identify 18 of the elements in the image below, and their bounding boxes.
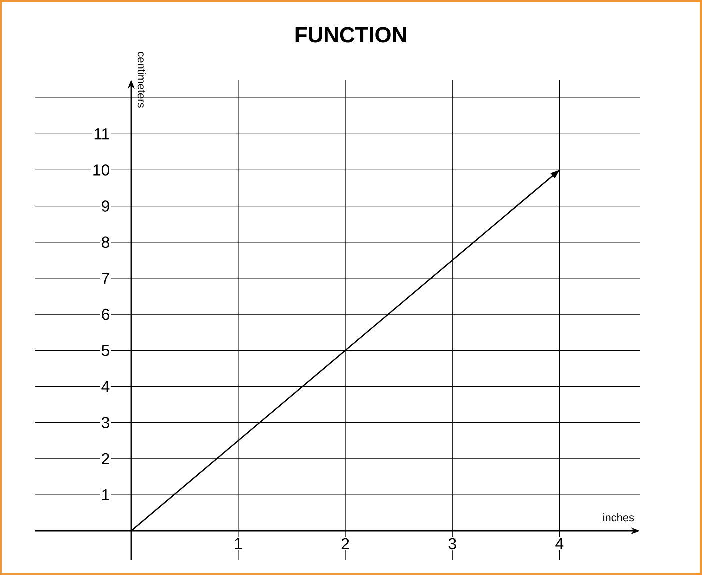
y-tick-label: 9	[102, 200, 110, 212]
x-tick-label: 4	[556, 538, 564, 550]
y-tick-label: 2	[102, 453, 110, 464]
y-tick-label: 7	[102, 272, 110, 284]
y-tick-label: 1	[102, 490, 110, 501]
y-tick-label: 3	[102, 417, 110, 428]
x-axis-title: inches	[604, 514, 634, 522]
y-axis-title: centimeters	[138, 52, 146, 108]
x-tick-label: 2	[342, 538, 350, 550]
x-tick-label: 3	[448, 538, 456, 550]
y-tick-label: 8	[102, 236, 110, 248]
y-tick-label: 5	[102, 345, 110, 356]
chart-title: FUNCTION	[296, 27, 406, 43]
y-tick-label: 10	[94, 164, 110, 176]
y-tick-label: 11	[94, 128, 110, 140]
x-tick-label: 1	[235, 538, 242, 550]
y-tick-label: 6	[102, 308, 110, 320]
y-tick-label: 4	[102, 381, 110, 392]
